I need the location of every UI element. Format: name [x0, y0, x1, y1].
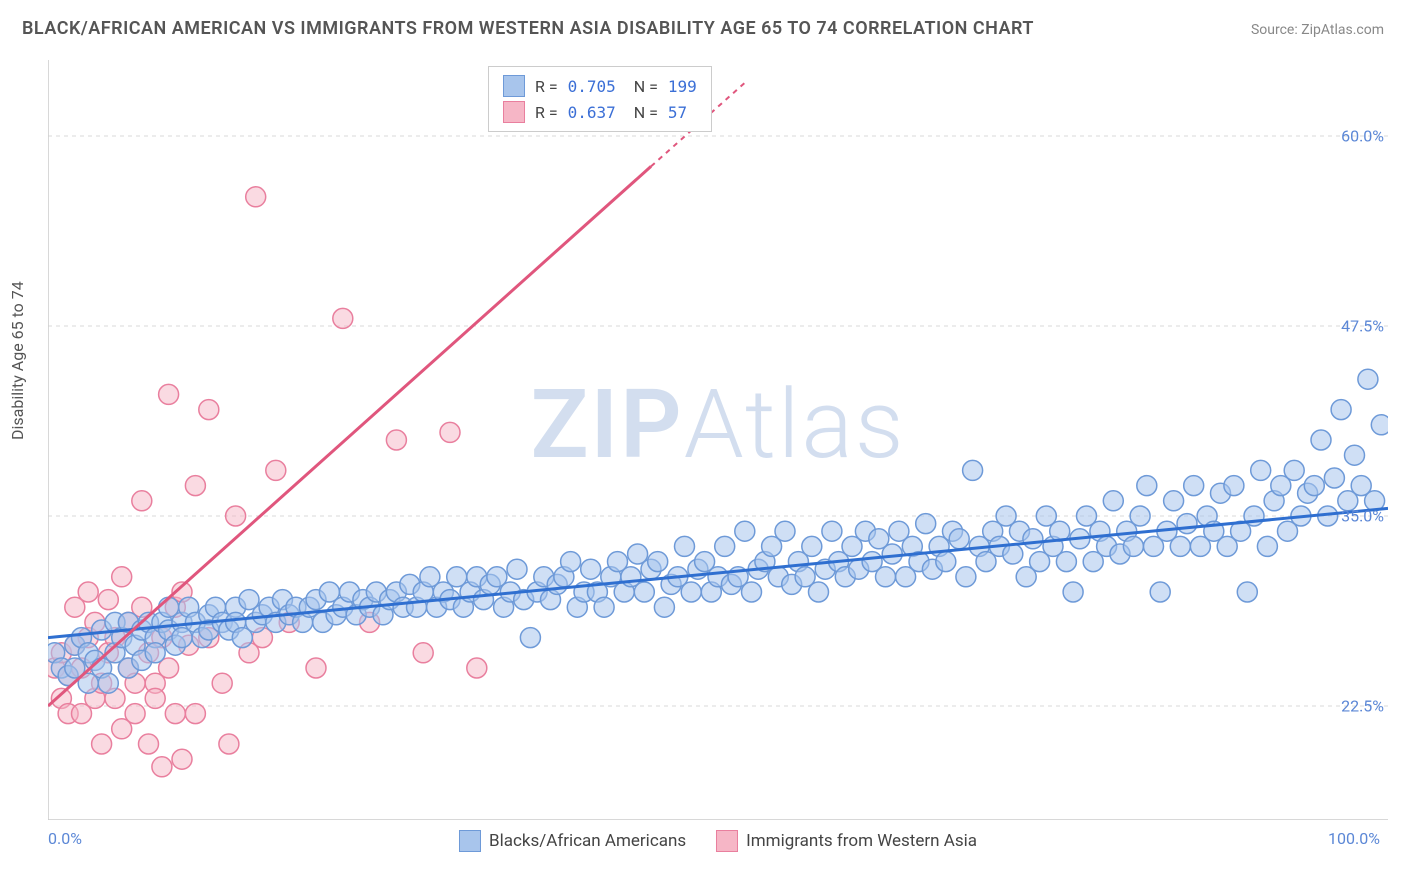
legend-label-blue: Blacks/African Americans — [489, 831, 686, 851]
y-axis-label: Disability Age 65 to 74 — [8, 281, 27, 440]
legend-swatch-blue — [503, 75, 525, 97]
legend-stats: R = 0.705 N = 199 R = 0.637 N = 57 — [488, 66, 712, 132]
chart-title: BLACK/AFRICAN AMERICAN VS IMMIGRANTS FRO… — [22, 18, 1034, 39]
legend-stats-row: R = 0.705 N = 199 — [503, 73, 697, 99]
legend-series: Blacks/African Americans Immigrants from… — [459, 830, 977, 852]
y-tick-label: 47.5% — [1341, 317, 1384, 336]
chart-area: ZIPAtlas R = 0.705 N = 199 R = 0.637 N =… — [48, 60, 1388, 820]
source-label: Source: ZipAtlas.com — [1251, 22, 1384, 38]
x-tick-label: 100.0% — [1328, 829, 1380, 848]
n-value-blue: 199 — [668, 77, 697, 96]
legend-swatch-blue — [459, 830, 481, 852]
r-value-pink: 0.637 — [568, 103, 616, 122]
y-tick-label: 60.0% — [1341, 127, 1384, 146]
x-tick-label: 0.0% — [48, 829, 82, 848]
legend-label-pink: Immigrants from Western Asia — [746, 831, 977, 851]
r-value-blue: 0.705 — [568, 77, 616, 96]
legend-item-pink: Immigrants from Western Asia — [716, 830, 977, 852]
legend-swatch-pink — [716, 830, 738, 852]
legend-item-blue: Blacks/African Americans — [459, 830, 686, 852]
y-tick-label: 35.0% — [1341, 507, 1384, 526]
scatter-plot — [48, 60, 1388, 820]
legend-swatch-pink — [503, 101, 525, 123]
n-value-pink: 57 — [668, 103, 687, 122]
legend-stats-row: R = 0.637 N = 57 — [503, 99, 697, 125]
y-tick-label: 22.5% — [1341, 697, 1384, 716]
